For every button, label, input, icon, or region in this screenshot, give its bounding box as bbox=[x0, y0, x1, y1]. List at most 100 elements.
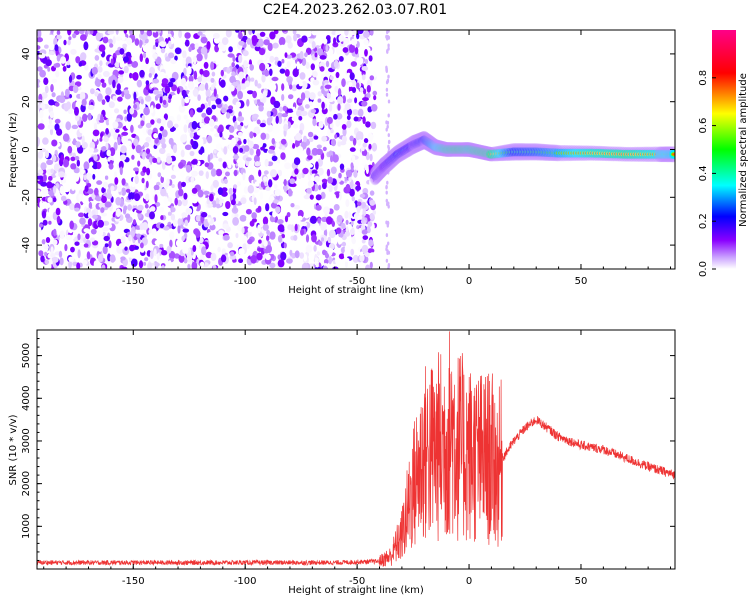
spectrogram-noise-blob bbox=[149, 66, 156, 76]
spectrogram-noise-blob bbox=[350, 38, 358, 46]
spectrogram-noise-blob bbox=[131, 55, 136, 62]
spectrogram-noise-blob bbox=[236, 195, 240, 200]
spectrogram-noise-blob bbox=[63, 183, 71, 193]
spectrogram-noise-blob bbox=[37, 151, 44, 159]
spectrogram-noise-blob bbox=[47, 262, 52, 269]
spectrogram-noise-blob bbox=[149, 233, 153, 241]
spectrogram-noise-blob bbox=[344, 30, 349, 36]
spectrogram-noise-blob bbox=[387, 99, 391, 104]
spectrogram-noise-blob bbox=[163, 226, 170, 231]
spectrogram-noise-blob bbox=[189, 150, 195, 157]
spectrogram-noise-blob bbox=[353, 116, 359, 122]
spectrogram-noise-blob bbox=[204, 82, 209, 91]
spectrogram-noise-blob bbox=[228, 46, 233, 53]
x-tick-label: -100 bbox=[234, 276, 257, 287]
spectrogram-noise-blob bbox=[211, 84, 215, 91]
spectrogram-noise-blob bbox=[285, 35, 292, 44]
spectrogram-noise-blob bbox=[342, 127, 347, 137]
spectrogram-noise-blob bbox=[153, 133, 158, 139]
spectrogram-noise-blob bbox=[201, 112, 207, 118]
spectrogram-noise-blob bbox=[187, 264, 191, 269]
spectrogram-noise-blob bbox=[37, 175, 43, 180]
spectrogram-noise-blob bbox=[181, 77, 186, 86]
spectrogram-noise-blob bbox=[48, 51, 55, 55]
spectrogram-noise-blob bbox=[347, 108, 352, 116]
spectrogram-noise-blob bbox=[229, 75, 236, 84]
spectrogram-noise-blob bbox=[281, 234, 285, 239]
spectrogram-noise-blob bbox=[77, 233, 81, 241]
spectrogram-noise-blob bbox=[145, 136, 152, 143]
spectrogram-noise-blob bbox=[223, 178, 228, 184]
spectrogram-noise-blob bbox=[244, 67, 248, 75]
spectrogram-noise-blob bbox=[78, 62, 83, 67]
y-tick-label: 40 bbox=[21, 48, 32, 61]
spectrogram-noise-blob bbox=[100, 78, 105, 83]
spectrogram-noise-blob bbox=[387, 146, 391, 151]
spectrogram-noise-blob bbox=[367, 221, 373, 228]
spectrogram-noise-blob bbox=[369, 153, 373, 162]
spectrogram-noise-blob bbox=[277, 254, 281, 260]
spectrogram-noise-blob bbox=[334, 85, 339, 93]
spectrogram-noise-blob bbox=[79, 127, 86, 134]
y-tick-label: 20 bbox=[21, 95, 32, 108]
spectrogram-noise-blob bbox=[254, 45, 261, 52]
spectrogram-noise-blob bbox=[205, 171, 209, 180]
spectrogram-noise-blob bbox=[181, 235, 185, 242]
spectrogram-noise-blob bbox=[342, 47, 349, 53]
spectrogram-noise-blob bbox=[273, 30, 279, 35]
colorbar-tick-label: 0.2 bbox=[698, 213, 709, 229]
spectrogram-noise-blob bbox=[387, 113, 390, 118]
spectrogram-noise-blob bbox=[169, 231, 175, 240]
spectrogram-noise-blob bbox=[137, 204, 144, 211]
spectrogram-noise-blob bbox=[311, 234, 317, 243]
spectrogram-noise-blob bbox=[189, 109, 194, 118]
spectrogram-noise-blob bbox=[260, 181, 265, 188]
spectrogram-noise-blob bbox=[216, 151, 222, 158]
spectrogram-noise-blob bbox=[56, 54, 61, 62]
spectrogram-noise-blob bbox=[146, 167, 151, 176]
spectrogram-noise-blob bbox=[48, 220, 52, 225]
spectrogram-noise-blob bbox=[356, 201, 362, 207]
x-tick-label: -100 bbox=[234, 576, 257, 587]
spectrogram-noise-blob bbox=[62, 133, 70, 142]
spectrogram-noise-blob bbox=[71, 124, 79, 130]
spectrogram-noise-blob bbox=[254, 99, 258, 105]
spectrogram-noise-blob bbox=[236, 84, 242, 93]
spectrogram-noise-blob bbox=[163, 196, 169, 205]
spectrogram-noise-blob bbox=[103, 136, 109, 143]
spectrogram-noise-blob bbox=[176, 114, 182, 122]
spectrogram-noise-blob bbox=[284, 215, 289, 223]
spectrogram-noise-blob bbox=[90, 228, 97, 235]
spectrogram-noise-blob bbox=[366, 225, 371, 234]
spectrogram-noise-blob bbox=[115, 208, 122, 218]
spectrogram-noise-blob bbox=[348, 30, 353, 38]
spectrogram-noise-blob bbox=[159, 126, 164, 132]
spectrogram-noise-blob bbox=[238, 54, 243, 64]
spectrogram-noise-blob bbox=[330, 155, 334, 163]
spectrogram-noise-blob bbox=[252, 90, 257, 99]
spectrogram-noise-blob bbox=[301, 35, 308, 43]
spectrogram-noise-blob bbox=[145, 80, 150, 86]
spectrogram-noise-blob bbox=[300, 155, 307, 160]
spectrogram-noise-blob bbox=[231, 62, 235, 68]
spectrogram-noise-blob bbox=[196, 53, 203, 62]
spectrogram-noise-blob bbox=[359, 193, 366, 198]
spectrogram-noise-blob bbox=[352, 202, 356, 211]
spectrogram-noise-blob bbox=[238, 40, 245, 46]
spectrogram-noise-blob bbox=[303, 194, 311, 200]
spectrogram-noise-blob bbox=[385, 65, 388, 70]
spectrogram-noise-blob bbox=[268, 195, 275, 203]
spectrogram-noise-blob bbox=[190, 176, 195, 183]
spectrogram-noise-blob bbox=[102, 220, 110, 226]
spectrogram-noise-blob bbox=[184, 219, 189, 227]
spectrogram-noise-blob bbox=[319, 66, 325, 72]
spectrogram-noise-blob bbox=[269, 262, 276, 269]
spectrogram-noise-blob bbox=[155, 123, 161, 129]
spectrogram-noise-blob bbox=[294, 138, 300, 148]
spectrogram-noise-blob bbox=[191, 261, 198, 269]
spectrogram-noise-blob bbox=[307, 180, 314, 188]
spectrogram-noise-blob bbox=[81, 196, 89, 204]
spectrogram-noise-blob bbox=[217, 127, 221, 134]
spectrogram-noise-blob bbox=[110, 58, 114, 65]
spectrogram-noise-blob bbox=[117, 185, 122, 192]
